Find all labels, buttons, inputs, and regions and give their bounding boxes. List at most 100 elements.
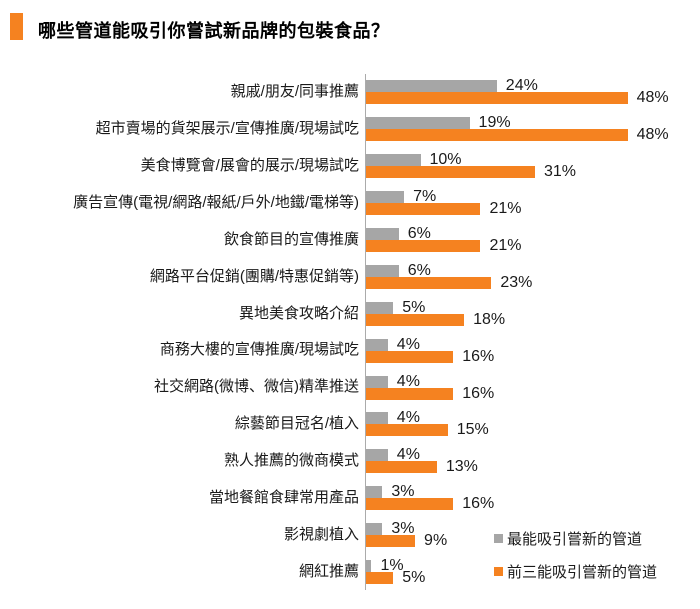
gray-bar [366,264,399,277]
gray-bar-value-label: 3% [391,520,415,538]
category-label: 美食博覽會/展會的展示/現場試吃 [140,156,359,174]
chart-row: 當地餐館食肆常用產品 3% 16% [0,479,700,517]
orange-bar-value-label: 21% [489,200,522,218]
orange-bar-line: 21% [366,200,700,218]
orange-bar-value-label: 18% [473,310,506,328]
chart-row: 飲食節目的宣傳推廣 6% 21% [0,221,700,259]
gray-bar [366,449,388,462]
orange-bar-value-label: 5% [402,569,426,587]
bars-area: 3% 9% [365,516,700,554]
chart-row: 綜藝節目冠名/植入 4% 15% [0,406,700,443]
chart-row: 網路平台促銷(團購/特惠促銷等) 6% 23% [0,258,700,296]
chart-row: 美食博覽會/展會的展示/現場試吃 10% 31% [0,147,700,185]
orange-bar [366,166,535,179]
orange-bar-line: 15% [366,422,700,438]
bars-area: 6% 21% [365,221,700,259]
gray-bar-value-label: 24% [505,77,538,95]
bars-area: 10% 31% [365,147,700,185]
gray-bar-line: 10% [366,151,700,169]
legend-item: 前三能吸引嘗新的管道 [494,563,657,581]
gray-bar-line: 4% [366,410,700,426]
category-label: 廣告宣傳(電視/網路/報紙/戶外/地鐵/電梯等) [73,193,359,211]
orange-bar-line: 18% [366,310,700,328]
orange-bar-value-label: 48% [636,126,669,144]
chart-row: 商務大樓的宣傳推廣/現場試吃 4% 16% [0,332,700,370]
chart-row: 超市賣場的貨架展示/宣傳推廣/現場試吃 19% 48% [0,110,700,148]
gray-bar [366,486,383,499]
chart-row: 親戚/朋友/同事推薦 24% 48% [0,74,700,111]
gray-bar-line: 3% [366,520,700,538]
chart-row: 社交網路(微博、微信)精準推送 4% 16% [0,369,700,407]
chart-row: 影視劇植入 3% 9% [0,516,700,554]
bars-area: 4% 15% [365,406,700,443]
chart-header: 哪些管道能吸引你嘗試新品牌的包裝食品？ [0,0,700,56]
orange-bar-line: 13% [366,458,700,476]
bars-area: 5% 18% [365,295,700,333]
orange-bar-value-label: 9% [424,532,448,550]
orange-bar-value-label: 13% [445,458,478,476]
orange-bar [366,350,454,363]
orange-bar-value-label: 23% [500,273,533,291]
gray-bar [366,301,394,314]
category-label: 商務大樓的宣傳推廣/現場試吃 [159,341,359,359]
gray-bar [366,228,399,240]
orange-bar-line: 48% [366,126,700,144]
orange-bar [366,276,492,289]
gray-bar-line: 7% [366,188,700,206]
gray-bar-line: 4% [366,372,700,390]
bars-area: 19% 48% [365,110,700,148]
orange-bar [366,203,481,216]
gray-bar-value-label: 7% [413,188,437,206]
bars-area: 4% 16% [365,332,700,370]
gray-bar-value-label: 4% [396,446,420,464]
gray-bar-line: 3% [366,483,700,501]
orange-bar-value-label: 16% [462,347,495,365]
gray-bar-line: 19% [366,115,700,131]
category-label: 當地餐館食肆常用產品 [208,488,359,506]
gray-bar-line: 6% [366,262,700,278]
gray-bar-value-label: 6% [407,225,431,242]
bars-area: 7% 21% [365,184,700,222]
orange-bar-line: 16% [366,385,700,401]
category-label: 影視劇植入 [283,525,359,543]
gray-bar [366,338,388,351]
gray-bar [366,412,388,425]
orange-bar-value-label: 21% [489,237,522,254]
bars-area: 6% 23% [365,258,700,296]
category-label: 超市賣場的貨架展示/宣傳推廣/現場試吃 [95,120,359,138]
orange-bar-line: 31% [366,163,700,181]
gray-bar-value-label: 10% [429,151,462,169]
bars-area: 1% 5% [365,553,700,591]
orange-bar-line: 21% [366,237,700,254]
category-label: 網紅推薦 [298,562,359,580]
gray-bar [366,80,497,93]
orange-bar [366,313,465,326]
chart-row: 熟人推薦的微商模式 4% 13% [0,442,700,480]
gray-bar-line: 4% [366,336,700,352]
gray-bar-value-label: 5% [402,298,426,316]
bars-area: 3% 16% [365,479,700,517]
bars-area: 4% 13% [365,442,700,480]
orange-bar [366,240,481,252]
orange-bar [366,535,416,548]
category-label: 飲食節目的宣傳推廣 [223,230,359,248]
chart-title: 哪些管道能吸引你嘗試新品牌的包裝食品？ [38,21,390,41]
chart-row: 異地美食攻略介紹 5% 18% [0,295,700,333]
category-label: 異地美食攻略介紹 [238,304,359,322]
legend: 最能吸引嘗新的管道 前三能吸引嘗新的管道 [494,530,657,596]
gray-bar-line: 5% [366,298,700,316]
orange-bar [366,498,454,511]
orange-bar-line: 48% [366,90,700,106]
gray-bar-value-label: 3% [391,483,415,501]
gray-series-swatch-icon [494,533,503,543]
gray-bar-value-label: 4% [396,372,420,390]
orange-bar-line: 16% [366,347,700,365]
category-label: 社交網路(微博、微信)精準推送 [154,378,359,396]
orange-bar [366,424,448,437]
orange-bar-value-label: 31% [543,163,576,181]
chart-row: 廣告宣傳(電視/網路/報紙/戶外/地鐵/電梯等) 7% 21% [0,184,700,222]
category-label: 網路平台促銷(團購/特惠促銷等) [149,267,359,285]
orange-bar [366,387,454,400]
legend-item-label: 最能吸引嘗新的管道 [507,530,643,548]
